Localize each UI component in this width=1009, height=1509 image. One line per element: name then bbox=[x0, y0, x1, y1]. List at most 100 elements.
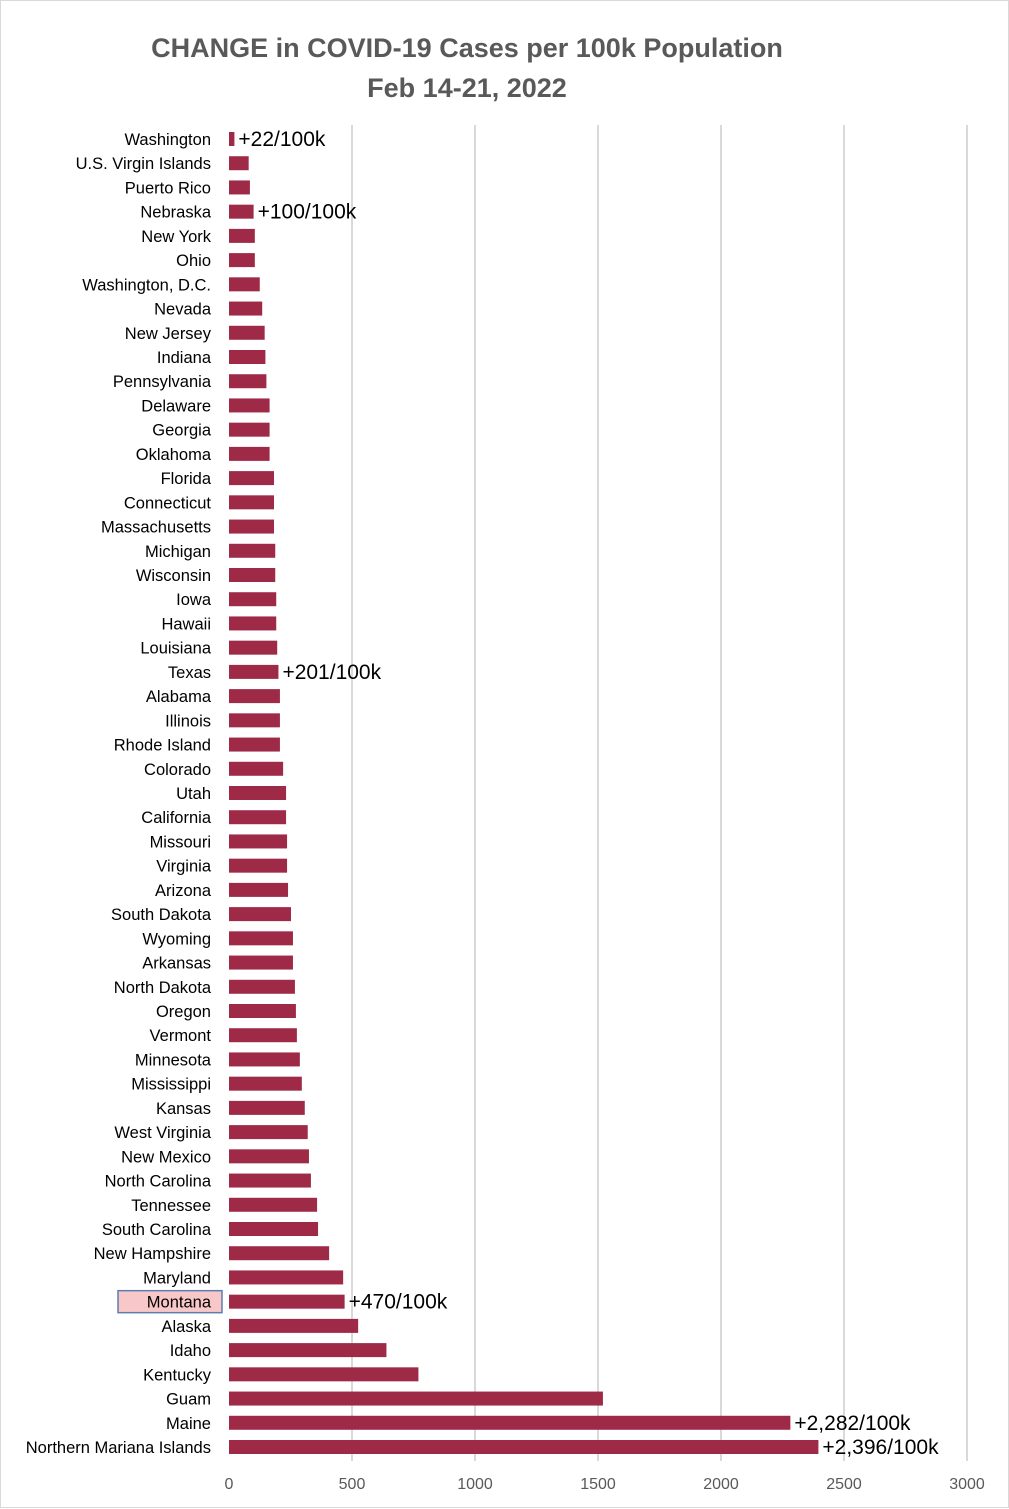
category-label: Virginia bbox=[156, 858, 212, 876]
bar bbox=[229, 761, 284, 776]
bar bbox=[229, 1149, 309, 1164]
category-label: Louisiana bbox=[140, 640, 211, 658]
category-label: Alaska bbox=[161, 1318, 211, 1336]
bar bbox=[229, 1100, 305, 1115]
category-label: Maine bbox=[166, 1415, 211, 1433]
bar bbox=[229, 1173, 311, 1188]
category-label: North Dakota bbox=[114, 979, 212, 997]
category-label: Nebraska bbox=[140, 204, 211, 222]
bar bbox=[229, 979, 295, 994]
category-label: Massachusetts bbox=[101, 519, 211, 537]
bar bbox=[229, 1367, 419, 1382]
category-label: Northern Mariana Islands bbox=[26, 1439, 211, 1457]
category-label: South Carolina bbox=[102, 1221, 212, 1239]
category-label: Kentucky bbox=[143, 1366, 212, 1384]
bar bbox=[229, 1222, 319, 1236]
x-tick-label: 2500 bbox=[826, 1476, 862, 1493]
category-label: Guam bbox=[166, 1391, 211, 1409]
category-label: Nevada bbox=[154, 301, 212, 319]
bar bbox=[229, 834, 288, 849]
bar bbox=[229, 568, 276, 582]
bar bbox=[229, 1028, 297, 1043]
bar bbox=[229, 350, 266, 364]
category-label: Michigan bbox=[145, 543, 211, 561]
bar bbox=[229, 640, 278, 655]
bar bbox=[229, 737, 280, 752]
category-label: Arizona bbox=[155, 882, 212, 900]
category-labels: Washington U.S. Virgin Islands Puerto Rico… bbox=[26, 131, 212, 1457]
chart-title: CHANGE in COVID-19 Cases per 100k Popula… bbox=[151, 33, 783, 63]
category-label: California bbox=[141, 809, 212, 827]
bar bbox=[229, 931, 293, 946]
data-labels: +22/100k +100/100k +201/100k +470/100k +2,28… bbox=[238, 128, 939, 1459]
category-label: Mississippi bbox=[131, 1076, 211, 1094]
gridlines bbox=[351, 125, 968, 1461]
bar bbox=[229, 689, 280, 704]
bar bbox=[229, 1076, 302, 1091]
bar bbox=[229, 955, 293, 970]
category-label: Colorado bbox=[144, 761, 211, 779]
bar bbox=[229, 858, 288, 873]
category-label: New Jersey bbox=[125, 325, 212, 343]
category-label: New Hampshire bbox=[94, 1245, 211, 1263]
bar bbox=[229, 786, 287, 800]
bar bbox=[229, 1197, 318, 1212]
x-tick-label: 3000 bbox=[949, 1476, 985, 1493]
x-tick-label: 1000 bbox=[457, 1476, 493, 1493]
data-label: +2,282/100k bbox=[794, 1412, 911, 1435]
category-label: Connecticut bbox=[124, 494, 212, 512]
category-label: Washington, D.C. bbox=[82, 276, 211, 294]
bar bbox=[229, 422, 270, 437]
bar bbox=[229, 664, 279, 679]
category-label: U.S. Virgin Islands bbox=[76, 155, 211, 173]
x-tick-label: 500 bbox=[339, 1476, 366, 1493]
category-label: Wyoming bbox=[142, 930, 211, 948]
bar bbox=[229, 1318, 359, 1333]
bar bbox=[229, 277, 260, 292]
bar bbox=[229, 1440, 819, 1454]
bar bbox=[229, 204, 254, 219]
category-label: Indiana bbox=[157, 349, 212, 367]
category-label: Maryland bbox=[143, 1269, 211, 1287]
bars bbox=[229, 132, 819, 1454]
bar bbox=[229, 882, 289, 897]
category-label: Illinois bbox=[165, 712, 211, 730]
bar bbox=[229, 495, 275, 510]
category-label: Georgia bbox=[152, 422, 212, 440]
bar bbox=[229, 228, 255, 243]
highlight-box bbox=[117, 1289, 223, 1314]
bar bbox=[229, 616, 277, 631]
bar bbox=[229, 1052, 300, 1067]
x-tick-label: 0 bbox=[225, 1476, 234, 1493]
bar bbox=[229, 713, 280, 728]
bar bbox=[229, 156, 249, 171]
bar bbox=[229, 1415, 791, 1430]
bar bbox=[229, 446, 270, 461]
category-label: Hawaii bbox=[161, 615, 211, 633]
data-label: +470/100k bbox=[349, 1291, 448, 1314]
bar bbox=[229, 398, 270, 413]
bar bbox=[229, 301, 263, 316]
category-label: Oregon bbox=[156, 1003, 211, 1021]
category-label: Utah bbox=[176, 785, 211, 803]
x-tick-label: 2000 bbox=[703, 1476, 739, 1493]
category-label: Minnesota bbox=[135, 1051, 212, 1069]
category-label: Puerto Rico bbox=[125, 179, 211, 197]
bar bbox=[229, 180, 250, 195]
x-axis-ticks: 0 500 1000 1500 2000 2500 3000 bbox=[225, 1476, 985, 1493]
bar bbox=[229, 592, 277, 607]
data-label: +100/100k bbox=[258, 201, 357, 224]
category-label: Ohio bbox=[176, 252, 211, 270]
category-label: Alabama bbox=[146, 688, 212, 706]
category-label: Tennessee bbox=[131, 1197, 211, 1215]
bar bbox=[229, 1343, 387, 1358]
category-label: Iowa bbox=[176, 591, 212, 609]
category-label: South Dakota bbox=[111, 906, 212, 924]
bar bbox=[229, 471, 275, 486]
bar bbox=[229, 1294, 345, 1309]
bar bbox=[229, 132, 235, 146]
bar bbox=[229, 543, 276, 558]
category-label: Oklahoma bbox=[136, 446, 212, 464]
bar bbox=[229, 1391, 603, 1406]
category-label: Idaho bbox=[170, 1342, 211, 1360]
